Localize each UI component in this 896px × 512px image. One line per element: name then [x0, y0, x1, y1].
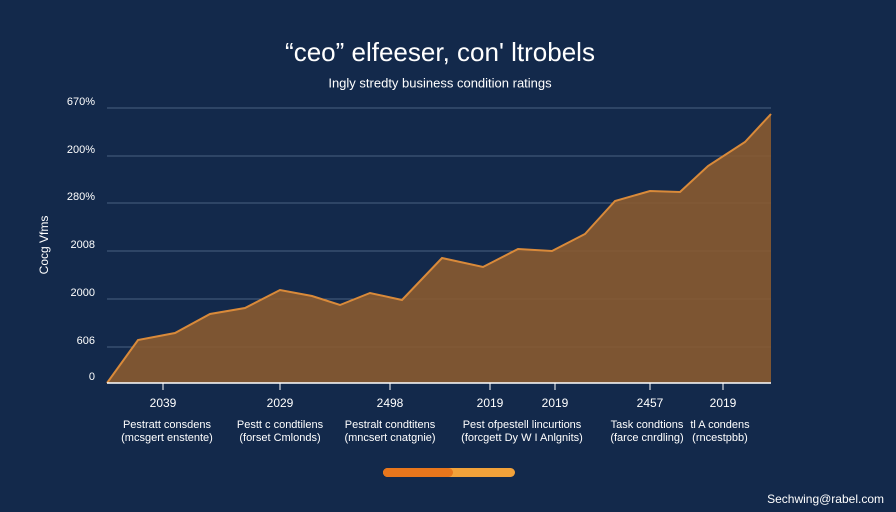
x-sublabel: (farce cnrdling): [610, 432, 683, 444]
x-tick-label: 2039: [150, 396, 177, 410]
footer: Sechwing@rabel.com: [767, 492, 884, 506]
y-tick-label: 200%: [67, 144, 95, 156]
chart-subtitle: Ingly stredty business condition ratings: [328, 75, 552, 90]
slider-thumb[interactable]: [383, 468, 453, 477]
x-tick-label: 2019: [542, 396, 569, 410]
x-sublabel: tl A condens: [690, 419, 750, 431]
area: [107, 114, 771, 383]
y-tick-label: 280%: [67, 191, 95, 203]
x-sublabel: (mcsgert enstente): [121, 432, 213, 444]
x-sublabel: (mncsert cnatgnie): [344, 432, 435, 444]
x-tick-label: 2498: [377, 396, 404, 410]
y-axis-label: Cocg Vfms: [37, 216, 51, 275]
x-sublabel: Pestratt consdens: [123, 419, 212, 431]
y-tick-label: 606: [77, 335, 95, 347]
x-tick-label: 2029: [267, 396, 294, 410]
x-sublabel: Pestt c condtilens: [237, 419, 324, 431]
y-tick-label: 670%: [67, 96, 95, 108]
y-tick-label: 2008: [71, 239, 95, 251]
x-tick-label: 2019: [710, 396, 737, 410]
x-sublabel: (forcgett Dy W I Anlgnits): [461, 432, 583, 444]
x-tick-label: 2019: [477, 396, 504, 410]
y-tick-label: 0: [89, 371, 95, 383]
line: [106, 113, 772, 384]
x-tick-label: 2457: [637, 396, 664, 410]
x-sublabel: (forset Cmlonds): [239, 432, 320, 444]
chart-title: “ceo” elfeeser, con' ltrobels: [285, 37, 595, 67]
x-sublabel: Task condtions: [611, 419, 684, 431]
x-sublabel: Pestralt condtitens: [345, 419, 436, 431]
x-sublabel: Pest ofpestell lincurtions: [463, 419, 582, 431]
x-sublabel: (rncestpbb): [692, 432, 748, 444]
y-tick-label: 2000: [71, 287, 95, 299]
